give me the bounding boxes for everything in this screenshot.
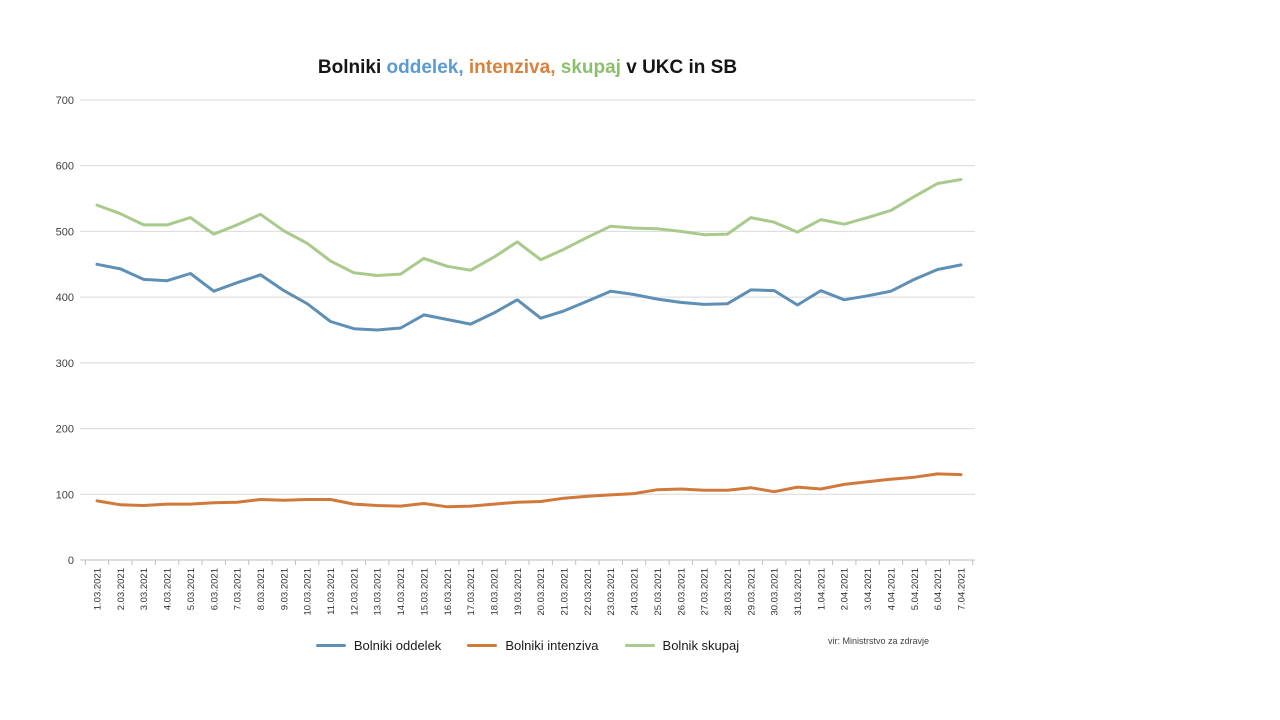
- x-axis-label: 1.03.2021: [93, 568, 104, 610]
- x-axis-label: 2.03.2021: [116, 568, 127, 610]
- x-axis-label: 6.04.2021: [933, 568, 944, 610]
- x-axis-label: 2.04.2021: [840, 568, 851, 610]
- title-part: v UKC in SB: [620, 57, 738, 78]
- x-axis-label: 26.03.2021: [676, 568, 687, 616]
- legend-line-swatch: [315, 643, 346, 648]
- x-axis-label: 1.04.2021: [816, 568, 827, 610]
- y-axis-label-700: 700: [56, 95, 74, 107]
- series-line-bolnik-skupaj: [95, 178, 963, 277]
- title-part: Bolniki: [317, 57, 387, 78]
- x-axis-label: 25.03.2021: [653, 568, 664, 616]
- x-axis-label: 23.03.2021: [606, 568, 617, 616]
- x-axis-label: 31.03.2021: [793, 568, 804, 616]
- legend-line-swatch: [624, 643, 655, 648]
- x-axis-label: 24.03.2021: [630, 568, 641, 616]
- chart-title: Bolniki oddelek, intenziva, skupaj v UKC…: [80, 57, 975, 79]
- legend-item: Bolniki oddelek: [315, 638, 442, 653]
- legend-item: Bolniki intenziva: [467, 638, 599, 653]
- legend-label: Bolniki oddelek: [353, 638, 442, 653]
- source-note: vir: Ministrstvo za zdravje: [828, 636, 930, 646]
- y-axis-label-100: 100: [56, 489, 74, 501]
- x-axis-label: 17.03.2021: [466, 568, 477, 616]
- y-axis-label-300: 300: [56, 358, 74, 370]
- x-axis-label: 27.03.2021: [700, 568, 711, 616]
- series-line-bolniki-oddelek: [95, 262, 963, 332]
- x-axis-label: 7.04.2021: [957, 568, 968, 610]
- x-axis-label: 13.03.2021: [373, 568, 384, 616]
- x-axis-label: 3.04.2021: [863, 568, 874, 610]
- x-axis-label: 30.03.2021: [770, 568, 781, 616]
- legend-label: Bolnik skupaj: [662, 638, 740, 653]
- x-axis-label: 9.03.2021: [279, 568, 290, 610]
- x-axis-label: 22.03.2021: [583, 568, 594, 616]
- x-axis-label: 18.03.2021: [489, 568, 500, 616]
- y-axis-label-200: 200: [56, 424, 74, 436]
- x-axis-label: 3.03.2021: [139, 568, 150, 610]
- x-axis-label: 16.03.2021: [443, 568, 454, 616]
- x-axis-label: 12.03.2021: [349, 568, 360, 616]
- x-axis-label: 4.03.2021: [163, 568, 174, 610]
- x-axis-label: 28.03.2021: [723, 568, 734, 616]
- y-axis-label-600: 600: [56, 161, 74, 173]
- x-axis-label: 14.03.2021: [396, 568, 407, 616]
- x-axis-label: 11.03.2021: [326, 568, 337, 615]
- x-axis-label: 10.03.2021: [303, 568, 314, 616]
- title-part: oddelek,: [386, 57, 464, 78]
- y-axis-label-400: 400: [56, 292, 74, 304]
- legend-item: Bolnik skupaj: [624, 638, 740, 653]
- x-axis-label: 29.03.2021: [746, 568, 757, 616]
- y-axis-label-0: 0: [68, 555, 74, 567]
- x-axis-label: 15.03.2021: [419, 568, 430, 616]
- title-part: skupaj: [560, 57, 621, 78]
- series-line-bolniki-intenziva: [95, 472, 963, 509]
- title-part: intenziva,: [468, 57, 556, 78]
- x-axis-label: 19.03.2021: [513, 568, 524, 616]
- x-axis-label: 8.03.2021: [256, 568, 267, 610]
- x-axis-label: 7.03.2021: [233, 568, 244, 610]
- x-axis-label: 4.04.2021: [886, 568, 897, 610]
- legend-label: Bolniki intenziva: [505, 638, 599, 653]
- x-axis-label: 20.03.2021: [536, 568, 547, 616]
- x-axis-label: 21.03.2021: [560, 568, 571, 616]
- chart-legend: Bolniki oddelek Bolniki intenziva Bolnik s…: [80, 638, 975, 653]
- y-axis-label-500: 500: [56, 226, 74, 238]
- legend-line-swatch: [467, 643, 498, 648]
- x-axis-label: 6.03.2021: [209, 568, 220, 610]
- x-axis-label: 5.04.2021: [910, 568, 921, 610]
- x-axis-label: 5.03.2021: [186, 568, 197, 610]
